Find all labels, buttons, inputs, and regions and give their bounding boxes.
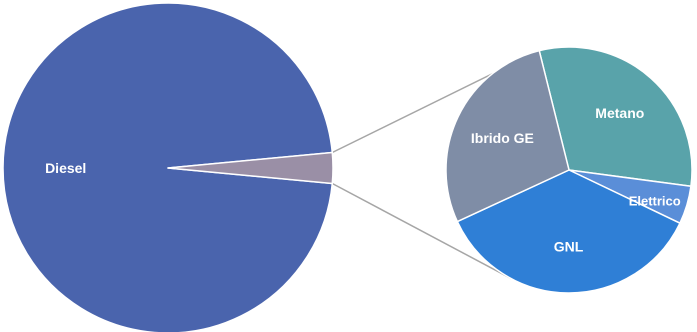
connector-bottom: [331, 182, 512, 280]
slice-labels: Diesel Metano Elettrico GNL Ibrido GE: [45, 105, 681, 254]
secondary-pie: [445, 46, 693, 294]
secondary-slice-metano: [538, 46, 693, 188]
main-label-diesel: Diesel: [45, 160, 86, 176]
secondary-label-gnl: GNL: [554, 238, 584, 254]
secondary-label-metano: Metano: [595, 105, 644, 121]
secondary-label-ibrido-ge: Ibrido GE: [471, 130, 534, 146]
secondary-slice-gnl: [456, 169, 681, 294]
secondary-label-elettrico: Elettrico: [629, 193, 681, 208]
main-slice-altri: [167, 151, 334, 185]
main-pie: [2, 2, 334, 332]
secondary-slice-ibrido-ge: [445, 49, 570, 223]
